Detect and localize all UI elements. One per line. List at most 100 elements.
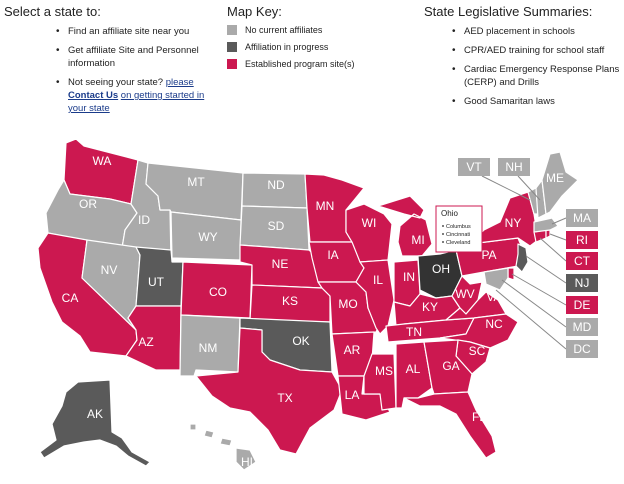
label-AK: AK: [87, 407, 103, 421]
callout-line-NH: [517, 175, 541, 201]
ohio-popup-title: Ohio: [441, 209, 458, 218]
key-row-established: Established program site(s): [227, 59, 377, 69]
label-AZ: AZ: [138, 335, 153, 349]
label-KS: KS: [282, 294, 298, 308]
label-HI: HI: [241, 455, 253, 469]
contact-us-link[interactable]: Contact Us: [68, 90, 119, 101]
state-KS[interactable]: [249, 284, 331, 323]
map-key-panel: Map Key: No current affiliates Affiliati…: [227, 4, 377, 76]
state-ME[interactable]: [541, 151, 579, 215]
key-label-established: Established program site(s): [245, 59, 355, 69]
please-link[interactable]: please: [165, 77, 194, 88]
callout-label-DE: DE: [574, 298, 591, 312]
ohio-popup-box: [435, 205, 483, 253]
callout-line-VT: [481, 175, 531, 201]
swatch-progress: [227, 42, 237, 52]
state-NJ[interactable]: [515, 243, 529, 273]
select-state-panel: Select a state to: Find an affiliate sit…: [4, 4, 214, 121]
label-IA: IA: [327, 248, 338, 262]
label-KY: KY: [422, 300, 438, 314]
getting-started-link[interactable]: on getting started in your state: [68, 90, 205, 114]
state-MI[interactable]: [377, 195, 433, 257]
callout-label-DC: DC: [573, 342, 591, 356]
label-IN: IN: [403, 270, 415, 284]
label-MI: MI: [411, 233, 424, 247]
state-MD-shape[interactable]: [483, 267, 509, 291]
label-AR: AR: [344, 343, 361, 357]
label-IL: IL: [373, 273, 383, 287]
key-label-progress: Affiliation in progress: [245, 42, 329, 52]
label-CA: CA: [62, 291, 79, 305]
label-GA: GA: [442, 359, 459, 373]
callout-box-VT[interactable]: [458, 158, 490, 176]
state-HI[interactable]: [189, 423, 257, 471]
callout-box-CT[interactable]: [566, 252, 598, 270]
summary-cpr-training[interactable]: CPR/AED training for school staff: [452, 44, 620, 57]
summary-cpr-training-link[interactable]: CPR/AED training for school staff: [464, 45, 605, 56]
ohio-site-columbus[interactable]: Columbus: [446, 224, 471, 230]
label-OR: OR: [79, 197, 97, 211]
callout-label-RI: RI: [576, 233, 588, 247]
callout-line-CT: [539, 237, 567, 262]
callout-label-NJ: NJ: [575, 276, 590, 290]
callout-line-MD: [501, 279, 567, 328]
label-WY: WY: [198, 230, 217, 244]
summary-good-samaritan-link[interactable]: Good Samaritan laws: [464, 96, 555, 107]
label-MN: MN: [316, 199, 335, 213]
callout-box-NJ[interactable]: [566, 274, 598, 292]
label-FL: FL: [472, 410, 486, 424]
us-map: VT NH MA RI CT NJ DE MD DC WA OR CA ID N…: [37, 140, 598, 471]
callout-box-DE[interactable]: [566, 296, 598, 314]
key-label-none: No current affiliates: [245, 25, 323, 35]
legislative-summaries-panel: State Legislative Summaries: AED placeme…: [424, 4, 620, 114]
callout-box-MD[interactable]: [566, 318, 598, 336]
select-state-title: Select a state to:: [4, 4, 101, 19]
callout-box-DC[interactable]: [566, 340, 598, 358]
state-IL[interactable]: [355, 259, 395, 335]
state-MS[interactable]: [363, 353, 397, 411]
state-MA-shape[interactable]: [533, 217, 559, 233]
label-NE: NE: [272, 257, 289, 271]
label-ME: ME: [546, 171, 564, 185]
state-TX[interactable]: [195, 327, 343, 455]
label-TX: TX: [277, 391, 292, 405]
state-GA[interactable]: [423, 339, 473, 395]
ohio-bullet-1: [442, 225, 444, 227]
label-NM: NM: [199, 341, 218, 355]
label-SD: SD: [268, 219, 285, 233]
summary-cerp-link[interactable]: Cardiac Emergency Response Plans (CERP) …: [464, 64, 620, 88]
label-NC: NC: [485, 317, 503, 331]
callout-box-NH[interactable]: [498, 158, 530, 176]
callout-line-RI: [549, 233, 567, 241]
label-MO: MO: [338, 297, 357, 311]
label-ND: ND: [267, 178, 285, 192]
ohio-site-cleveland[interactable]: Cleveland: [446, 240, 470, 246]
label-MT: MT: [187, 175, 205, 189]
label-WA: WA: [93, 154, 112, 168]
callout-line-DE: [511, 273, 567, 306]
callout-box-RI[interactable]: [566, 231, 598, 249]
label-OK: OK: [292, 334, 309, 348]
callout-box-MA[interactable]: [566, 209, 598, 227]
callout-label-CT: CT: [574, 254, 591, 268]
summary-aed-placement-link[interactable]: AED placement in schools: [464, 26, 575, 37]
summary-good-samaritan[interactable]: Good Samaritan laws: [452, 95, 620, 108]
ohio-bullet-3: [442, 241, 444, 243]
label-VA: VA: [486, 290, 501, 304]
summary-aed-placement[interactable]: AED placement in schools: [452, 25, 620, 38]
label-WV: WV: [455, 287, 474, 301]
label-PA: PA: [481, 248, 496, 262]
ohio-popup: Ohio Columbus Cincinnati Cleveland: [435, 205, 483, 253]
summary-cerp[interactable]: Cardiac Emergency Response Plans (CERP) …: [452, 63, 620, 89]
state-FL[interactable]: [403, 391, 497, 459]
select-item-find-affiliate: Find an affiliate site near you: [56, 25, 214, 38]
ohio-site-cincinnati[interactable]: Cincinnati: [446, 232, 470, 238]
label-SC: SC: [469, 344, 486, 358]
state-DE-shape[interactable]: [507, 267, 515, 281]
not-seeing-text: Not seeing your state?: [68, 77, 164, 88]
callout-line-MA: [551, 217, 567, 225]
state-AK[interactable]: [39, 379, 151, 467]
label-NY: NY: [505, 216, 522, 230]
callout-line-DC: [495, 289, 567, 350]
state-RI-shape[interactable]: [545, 229, 551, 239]
